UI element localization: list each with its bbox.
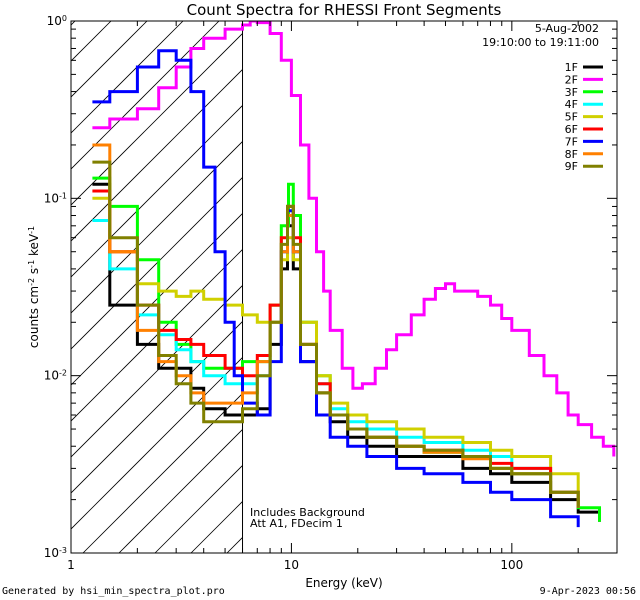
legend-label-7F: 7F [565, 135, 578, 148]
hatch-line [623, 0, 640, 553]
footer-generated-by: Generated by hsi_min_spectra_plot.pro [2, 586, 225, 597]
y-tick-label: 10-3 [44, 546, 67, 561]
hatch-line [335, 0, 640, 553]
series-5F [92, 196, 580, 493]
x-axis-label: Energy (keV) [305, 576, 382, 590]
legend-label-5F: 5F [565, 111, 578, 124]
hatch-line [71, 140, 243, 314]
plot-frame [70, 20, 618, 554]
legend-label-9F: 9F [565, 160, 578, 173]
hatch-line [71, 284, 243, 458]
x-tick-label: 1 [67, 558, 75, 572]
y-tick-label: 10-2 [44, 368, 67, 383]
hatch-line [71, 21, 148, 98]
hatch-line [226, 536, 243, 553]
hatch-line [71, 68, 243, 242]
legend-label-3F: 3F [565, 86, 578, 99]
x-tick-label: 100 [500, 558, 523, 572]
x-axis: 1 10 100 [67, 21, 618, 572]
hatch-line [263, 0, 640, 553]
legend-label-6F: 6F [565, 123, 578, 136]
footer-timestamp: 9-Apr-2023 00:56 [539, 586, 636, 597]
note-line-1: Includes Background [250, 506, 365, 519]
hatch-line [443, 0, 640, 553]
legend-label-8F: 8F [565, 148, 578, 161]
hatch-line [82, 392, 243, 553]
hatch-line [71, 21, 112, 62]
hatch-line [407, 0, 640, 553]
shaded-region-hatch [71, 0, 640, 553]
hatch-line [371, 0, 640, 553]
legend-label-4F: 4F [565, 98, 578, 111]
hatch-line [71, 21, 76, 26]
hatch-line [71, 356, 243, 530]
chart-title: Count Spectra for RHESSI Front Segments [187, 1, 502, 19]
series-9F [92, 160, 580, 508]
series-1F [92, 182, 601, 522]
series-6F [92, 189, 580, 508]
series-3F [92, 176, 601, 522]
x-tick-label: 10 [284, 558, 299, 572]
hatch-line [118, 428, 243, 553]
hatch-line [71, 176, 243, 350]
hatch-line [299, 0, 640, 553]
y-axis: 10-3 10-2 10-1 100 [44, 14, 617, 561]
legend-label-2F: 2F [565, 73, 578, 86]
y-axis-label: counts cm-2 s-1 keV-1 [27, 226, 42, 348]
hatch-line [71, 104, 243, 278]
hatch-line [71, 320, 243, 494]
annotation-date: 5-Aug-2002 [535, 22, 599, 35]
note-line-2: Att A1, FDecim 1 [250, 517, 343, 530]
y-tick-label: 100 [47, 14, 67, 29]
hatch-line [71, 21, 220, 170]
series-2F [92, 21, 616, 457]
hatch-line [71, 32, 243, 206]
series-layer [92, 21, 616, 528]
hatch-line [71, 248, 243, 422]
legend-label-1F: 1F [565, 61, 578, 74]
hatch-line [587, 0, 640, 553]
hatch-line [479, 0, 640, 553]
hatch-line [71, 21, 184, 134]
annotation-time: 19:10:00 to 19:11:00 [482, 36, 599, 49]
hatch-line [71, 212, 243, 386]
y-tick-label: 10-1 [44, 191, 67, 206]
